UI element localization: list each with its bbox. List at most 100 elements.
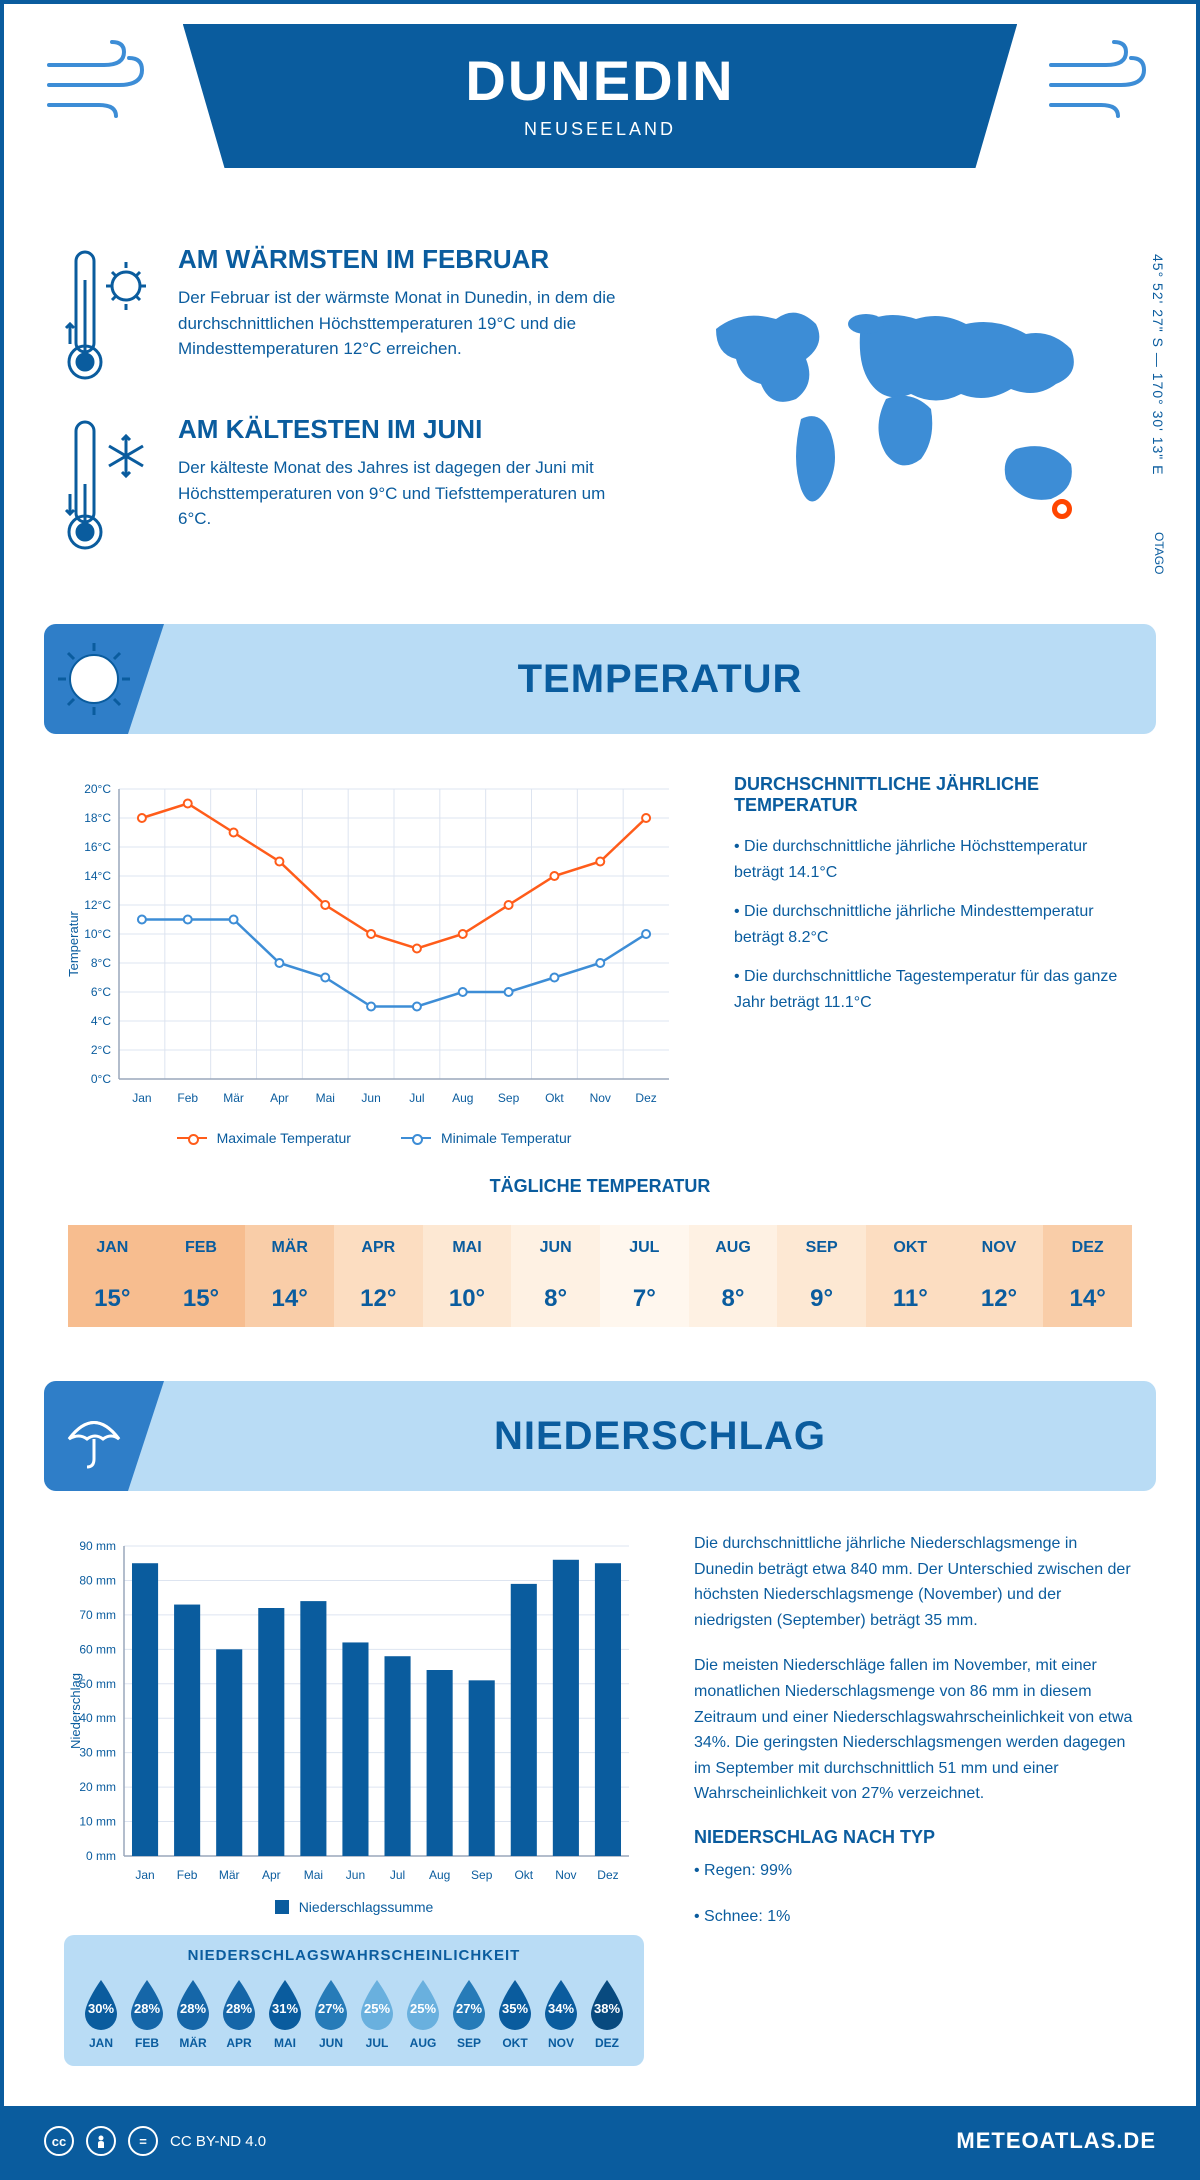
drop-cell: 34% NOV [540, 1978, 582, 2050]
drop-month-label: MAI [264, 2036, 306, 2050]
drop-cell: 27% JUN [310, 1978, 352, 2050]
license-text: CC BY-ND 4.0 [170, 2133, 266, 2150]
svg-text:Aug: Aug [429, 1868, 450, 1882]
temperature-title: TEMPERATUR [164, 657, 1156, 702]
svg-text:Mär: Mär [219, 1868, 240, 1882]
drop-month-label: JUL [356, 2036, 398, 2050]
precip-type-title: NIEDERSCHLAG NACH TYP [694, 1827, 1136, 1848]
svg-text:20 mm: 20 mm [79, 1780, 116, 1794]
svg-text:30 mm: 30 mm [79, 1746, 116, 1760]
daily-temp-title: TÄGLICHE TEMPERATUR [64, 1176, 1136, 1197]
svg-text:Feb: Feb [177, 1868, 198, 1882]
svg-text:Jun: Jun [346, 1868, 365, 1882]
svg-text:Jul: Jul [390, 1868, 405, 1882]
precip-para: Die durchschnittliche jährliche Niedersc… [694, 1531, 1136, 1633]
precip-type-line: • Schnee: 1% [694, 1904, 1136, 1930]
table-cell: 15° [68, 1271, 157, 1327]
svg-text:18°C: 18°C [84, 811, 111, 825]
svg-text:Dez: Dez [597, 1868, 618, 1882]
drop-cell: 35% OKT [494, 1978, 536, 2050]
svg-text:Jul: Jul [409, 1091, 424, 1105]
header-banner: DUNEDIN NEUSEELAND [183, 24, 1017, 168]
table-header: DEZ [1043, 1225, 1132, 1271]
nd-icon: = [128, 2126, 158, 2156]
svg-text:Jan: Jan [132, 1091, 151, 1105]
world-map-icon [686, 289, 1106, 539]
raindrop-icon: 27% [448, 1978, 490, 2030]
footer-license: cc = CC BY-ND 4.0 [44, 2126, 266, 2156]
table-header: JUL [600, 1225, 689, 1271]
cc-icon: cc [44, 2126, 74, 2156]
prob-title: NIEDERSCHLAGSWAHRSCHEINLICHKEIT [80, 1947, 628, 1964]
raindrop-icon: 27% [310, 1978, 352, 2030]
wind-icon [1046, 40, 1156, 135]
table-header: JAN [68, 1225, 157, 1271]
svg-text:16°C: 16°C [84, 840, 111, 854]
table-cell: 8° [689, 1271, 778, 1327]
drop-cell: 25% AUG [402, 1978, 444, 2050]
table-header: MAI [423, 1225, 512, 1271]
coldest-body: Der kälteste Monat des Jahres ist dagege… [178, 455, 616, 532]
table-cell: 14° [245, 1271, 334, 1327]
legend-precip: Niederschlagssumme [275, 1899, 434, 1915]
thermometer-sun-icon [64, 244, 154, 384]
wind-icon [44, 40, 154, 135]
temperature-section-header: TEMPERATUR [44, 624, 1156, 734]
legend-min-temp: Minimale Temperatur [401, 1130, 571, 1146]
by-icon [86, 2126, 116, 2156]
drop-cell: 38% DEZ [586, 1978, 628, 2050]
drop-cell: 30% JAN [80, 1978, 122, 2050]
svg-text:80 mm: 80 mm [79, 1573, 116, 1587]
footer-brand: METEOATLAS.DE [956, 2128, 1156, 2154]
table-cell: 8° [511, 1271, 600, 1327]
drop-month-label: NOV [540, 2036, 582, 2050]
svg-text:40 mm: 40 mm [79, 1711, 116, 1725]
svg-text:10°C: 10°C [84, 927, 111, 941]
coldest-title: AM KÄLTESTEN IM JUNI [178, 414, 616, 445]
raindrop-icon: 28% [126, 1978, 168, 2030]
svg-text:0°C: 0°C [91, 1072, 111, 1086]
footer: cc = CC BY-ND 4.0 METEOATLAS.DE [4, 2106, 1196, 2176]
svg-text:90 mm: 90 mm [79, 1539, 116, 1553]
precip-type-line: • Regen: 99% [694, 1858, 1136, 1884]
city-title: DUNEDIN [183, 48, 1017, 113]
svg-text:70 mm: 70 mm [79, 1608, 116, 1622]
svg-text:4°C: 4°C [91, 1014, 111, 1028]
temp-info-title: DURCHSCHNITTLICHE JÄHRLICHE TEMPERATUR [734, 774, 1136, 816]
warmest-text: AM WÄRMSTEN IM FEBRUAR Der Februar ist d… [178, 244, 616, 384]
precipitation-section-header: NIEDERSCHLAG [44, 1381, 1156, 1491]
sun-icon [44, 624, 164, 734]
svg-text:20°C: 20°C [84, 782, 111, 796]
table-header: SEP [777, 1225, 866, 1271]
table-cell: 12° [955, 1271, 1044, 1327]
svg-text:Temperatur: Temperatur [66, 910, 81, 976]
country-subtitle: NEUSEELAND [183, 119, 1017, 140]
drop-month-label: FEB [126, 2036, 168, 2050]
svg-text:Mai: Mai [304, 1868, 323, 1882]
intro-section: AM WÄRMSTEN IM FEBRUAR Der Februar ist d… [4, 224, 1196, 624]
table-cell: 10° [423, 1271, 512, 1327]
svg-text:2°C: 2°C [91, 1043, 111, 1057]
table-header: AUG [689, 1225, 778, 1271]
drop-month-label: OKT [494, 2036, 536, 2050]
precipitation-bar-chart: 0 mm10 mm20 mm30 mm40 mm50 mm60 mm70 mm8… [64, 1531, 644, 1891]
svg-text:Mai: Mai [316, 1091, 335, 1105]
svg-text:8°C: 8°C [91, 956, 111, 970]
svg-text:50 mm: 50 mm [79, 1677, 116, 1691]
world-map-panel: 45° 52' 27" S — 170° 30' 13" E OTAGO [656, 244, 1136, 584]
precip-para: Die meisten Niederschläge fallen im Nove… [694, 1653, 1136, 1807]
table-header: JUN [511, 1225, 600, 1271]
raindrop-icon: 28% [172, 1978, 214, 2030]
svg-text:Sep: Sep [471, 1868, 493, 1882]
drop-cell: 25% JUL [356, 1978, 398, 2050]
svg-text:Okt: Okt [545, 1091, 564, 1105]
drop-month-label: AUG [402, 2036, 444, 2050]
temp-bullet: • Die durchschnittliche Tagestemperatur … [734, 964, 1136, 1015]
table-header: MÄR [245, 1225, 334, 1271]
drop-cell: 28% MÄR [172, 1978, 214, 2050]
coordinates-label: 45° 52' 27" S — 170° 30' 13" E [1150, 254, 1166, 476]
svg-text:60 mm: 60 mm [79, 1642, 116, 1656]
warmest-body: Der Februar ist der wärmste Monat in Dun… [178, 285, 616, 362]
temperature-legend: Maximale Temperatur Minimale Temperatur [64, 1130, 684, 1146]
precipitation-info: Die durchschnittliche jährliche Niedersc… [694, 1531, 1136, 2066]
